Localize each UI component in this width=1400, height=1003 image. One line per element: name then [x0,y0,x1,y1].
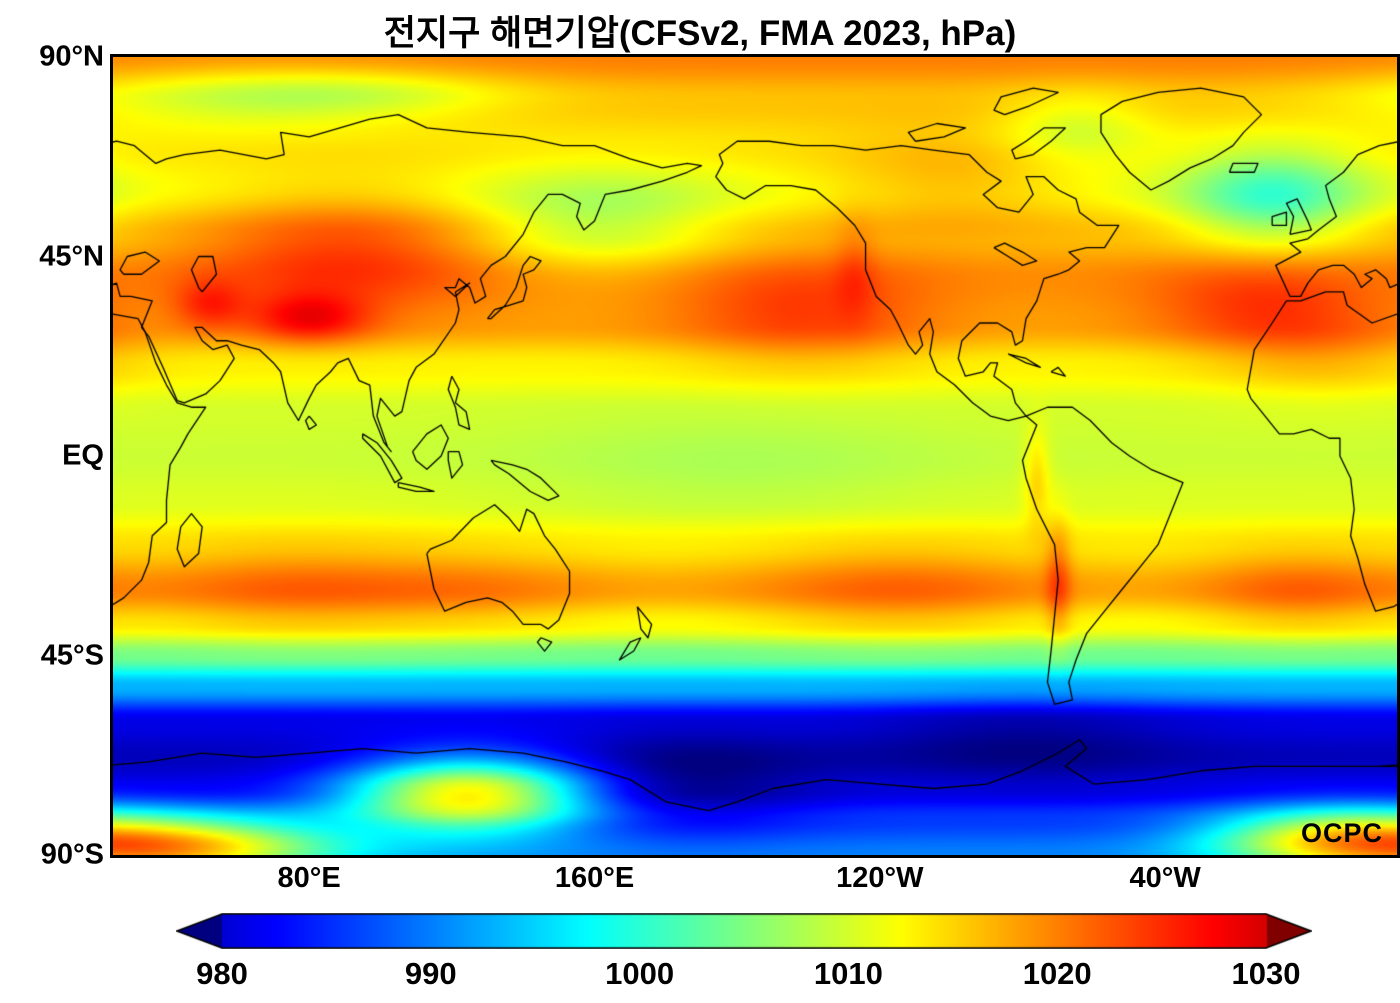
x-tick-label-160e: 160°E [554,862,635,894]
colorbar-tick-1010: 1010 [813,956,883,991]
x-tick-label-80e: 80°E [277,862,341,894]
colorbar-tick-1020: 1020 [1022,956,1092,991]
y-tick-label-eq: EQ [62,439,104,472]
x-tick-label-40w: 40°W [1129,862,1201,894]
y-tick-label-90n: 90°N [39,40,104,73]
y-tick-label-45s: 45°S [40,639,104,671]
colorbar [176,913,1312,949]
x-tick-label-120w: 120°W [836,862,924,894]
colorbar-tick-1000: 1000 [605,956,675,991]
ocpc-watermark: OCPC [1300,818,1383,848]
colorbar-tick-990: 990 [404,956,457,991]
colorbar-tick-1030: 1030 [1231,956,1301,991]
page-title: 전지구 해면기압(CFSv2, FMA 2023, hPa) [383,14,1017,53]
y-tick-label-45n: 45°N [39,240,104,272]
pressure-field-canvas [113,57,1397,855]
y-tick-label-90s: 90°S [40,838,104,871]
map-frame: OCPC [110,54,1400,858]
colorbar-tick-980: 980 [196,956,248,991]
